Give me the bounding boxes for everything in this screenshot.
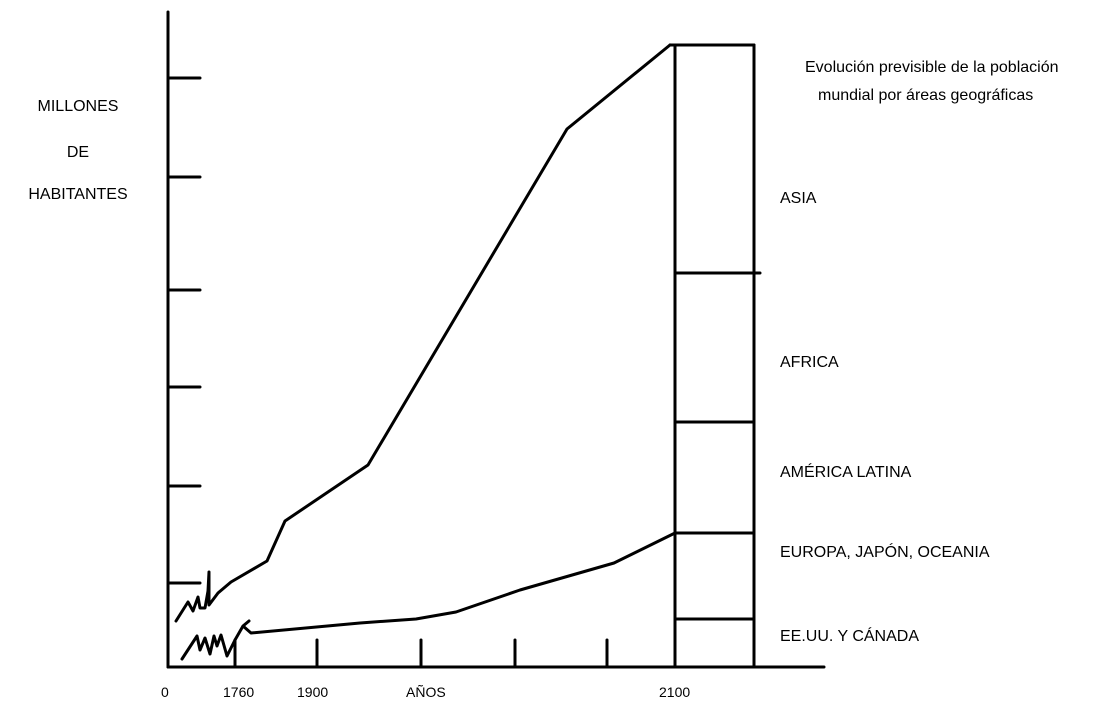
series-lower-line xyxy=(180,531,677,661)
y-axis-label-line2: DE xyxy=(67,144,89,161)
region-bar xyxy=(668,43,762,669)
region-label-eeuu-canada: EE.UU. Y CÁNADA xyxy=(780,626,919,645)
region-label-africa: AFRICA xyxy=(780,354,839,371)
region-label-asia: ASIA xyxy=(780,190,817,207)
y-axis-label-line1: MILLONES xyxy=(38,98,119,115)
x-tick-label-0: 0 xyxy=(161,684,169,700)
chart-title: Evolución previsible de la población xyxy=(805,59,1059,76)
chart-subtitle: mundial por áreas geográficas xyxy=(818,87,1033,104)
y-ticks xyxy=(166,76,202,585)
x-tick-label-1900: 1900 xyxy=(297,684,328,700)
x-tick-label-2100: 2100 xyxy=(659,684,690,700)
series-upper-line xyxy=(174,43,672,623)
region-label-europa: EUROPA, JAPÓN, OCEANIA xyxy=(780,542,990,561)
x-axis-label: AÑOS xyxy=(406,684,446,700)
x-ticks xyxy=(233,638,609,669)
x-tick-label-1760: 1760 xyxy=(223,684,254,700)
region-label-america-latina: AMÉRICA LATINA xyxy=(780,462,912,481)
y-axis-label-line3: HABITANTES xyxy=(28,186,127,203)
